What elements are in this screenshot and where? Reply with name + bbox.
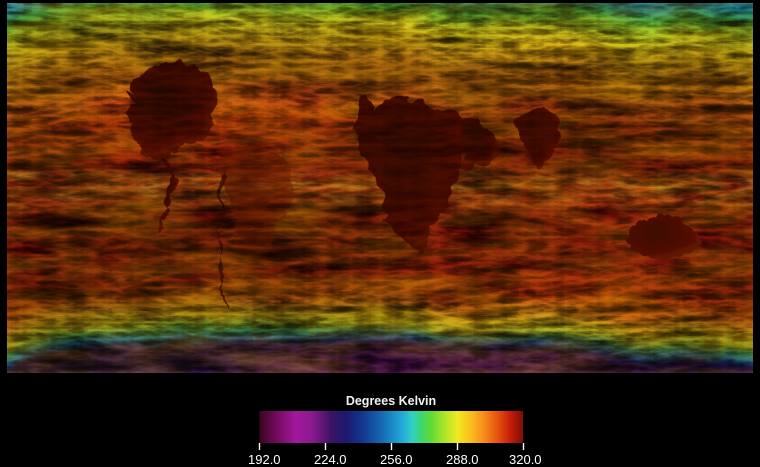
svg-text:256.0: 256.0 xyxy=(380,452,413,467)
svg-text:192.0: 192.0 xyxy=(248,452,281,467)
svg-text:Degrees Kelvin: Degrees Kelvin xyxy=(346,394,436,408)
svg-text:320.0: 320.0 xyxy=(509,452,542,467)
svg-text:288.0: 288.0 xyxy=(446,452,479,467)
svg-text:224.0: 224.0 xyxy=(314,452,347,467)
